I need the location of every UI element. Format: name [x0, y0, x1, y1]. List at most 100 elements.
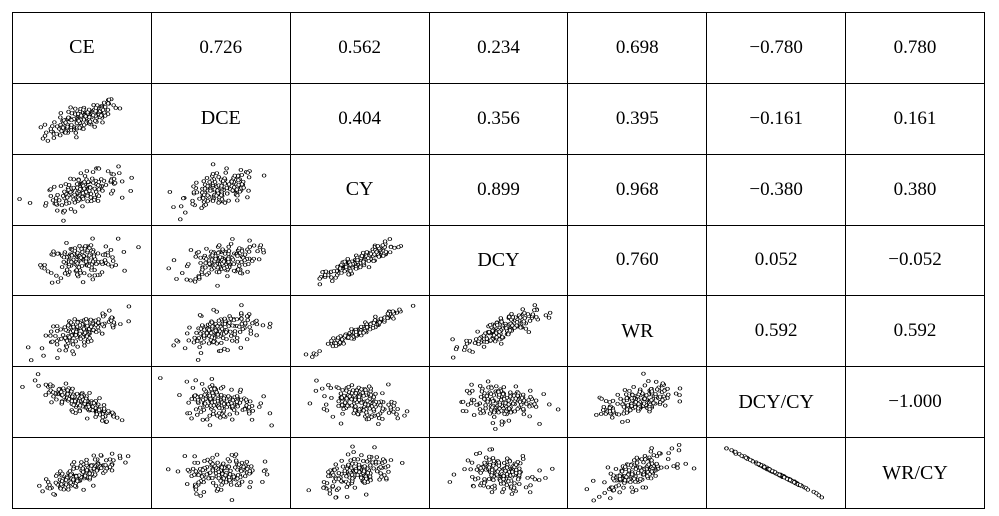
scatter-point — [78, 255, 84, 260]
scatter-point — [529, 475, 535, 479]
scatter-point — [514, 407, 520, 412]
scatter-point — [62, 189, 67, 194]
scatter-point — [128, 188, 133, 193]
scatter-point — [103, 182, 109, 187]
scatter-point — [665, 387, 671, 391]
scatter-cell-dcy-vs-ce — [12, 224, 152, 297]
scatter-point — [487, 411, 492, 416]
scatter-point — [332, 468, 337, 472]
scatter-point — [63, 181, 69, 186]
scatter-point — [105, 101, 111, 106]
scatter-point — [103, 244, 109, 248]
scatter-point — [99, 269, 105, 274]
scatter-point — [81, 196, 86, 201]
scatter-point — [119, 418, 125, 423]
scatter-point — [41, 354, 46, 359]
scatter-point — [320, 485, 326, 490]
scatter-point — [331, 268, 336, 273]
scatter-point — [465, 402, 470, 407]
scatter-point — [358, 475, 364, 480]
scatter-point — [678, 386, 683, 391]
scatter-point — [223, 473, 228, 478]
scatter-point — [216, 411, 222, 416]
scatter-point — [487, 323, 493, 328]
scatter-point — [201, 333, 207, 338]
scatter-point — [74, 135, 79, 140]
scatter-point — [317, 276, 322, 281]
scatter-point — [225, 457, 231, 462]
scatter-point — [221, 402, 227, 407]
scatter-point — [254, 319, 259, 323]
scatter-point — [366, 384, 372, 389]
scatter-point — [467, 467, 473, 472]
scatter-point — [521, 319, 526, 324]
scatter-plot — [317, 236, 403, 286]
scatter-point — [51, 492, 56, 496]
scatter-point — [624, 475, 630, 479]
scatter-point — [194, 331, 199, 336]
scatter-point — [77, 125, 82, 130]
scatter-point — [461, 348, 467, 353]
scatter-point — [240, 327, 245, 332]
scatter-point — [473, 452, 479, 456]
scatter-point — [71, 460, 77, 465]
scatter-point — [498, 342, 504, 347]
scatter-point — [360, 459, 366, 463]
scatter-point — [199, 474, 205, 479]
scatter-point — [202, 186, 208, 191]
scatter-point — [216, 242, 222, 247]
scatter-point — [677, 399, 683, 404]
scatter-point — [360, 331, 366, 335]
scatter-point — [383, 249, 388, 254]
scatter-point — [327, 488, 332, 493]
scatter-point — [523, 485, 528, 490]
scatter-plot — [165, 452, 270, 503]
scatter-point — [187, 411, 192, 416]
scatter-point — [216, 200, 221, 205]
scatter-point — [226, 182, 232, 186]
scatter-point — [634, 455, 640, 460]
scatter-point — [223, 170, 228, 175]
scatter-point — [339, 412, 345, 416]
scatter-point — [358, 387, 364, 392]
scatter-point — [225, 256, 231, 261]
scatter-plot — [307, 378, 410, 427]
scatter-point — [653, 392, 659, 397]
scatter-point — [614, 467, 619, 471]
scatter-point — [658, 395, 663, 399]
scatter-point — [210, 324, 215, 329]
scatter-point — [632, 476, 637, 481]
scatter-point — [490, 478, 496, 483]
scatter-point — [371, 252, 377, 256]
scatter-point — [642, 383, 648, 388]
scatter-point — [617, 474, 623, 479]
scatter-point — [204, 417, 210, 422]
scatter-point — [64, 267, 70, 272]
scatter-point — [631, 385, 637, 390]
scatter-point — [231, 268, 237, 273]
scatter-point — [236, 245, 242, 250]
scatter-point — [105, 169, 111, 173]
scatter-point — [342, 468, 347, 473]
scatter-point — [641, 372, 647, 376]
scatter-point — [621, 485, 627, 490]
scatter-point — [383, 476, 389, 481]
scatter-point — [634, 488, 639, 493]
scatter-point — [643, 457, 648, 462]
scatter-point — [514, 393, 520, 398]
scatter-point — [198, 410, 204, 415]
scatter-point — [157, 376, 163, 381]
scatter-point — [493, 335, 499, 340]
scatter-point — [649, 398, 655, 403]
scatter-point — [188, 247, 194, 252]
scatter-point — [215, 486, 221, 491]
scatter-point — [514, 320, 519, 325]
scatter-point — [238, 167, 243, 172]
scatter-point — [232, 332, 237, 337]
scatter-point — [126, 319, 131, 324]
scatter-point — [511, 481, 517, 486]
scatter-point — [78, 171, 84, 175]
scatter-point — [73, 130, 79, 135]
scatter-point — [247, 244, 252, 249]
scatter-point — [105, 253, 111, 257]
